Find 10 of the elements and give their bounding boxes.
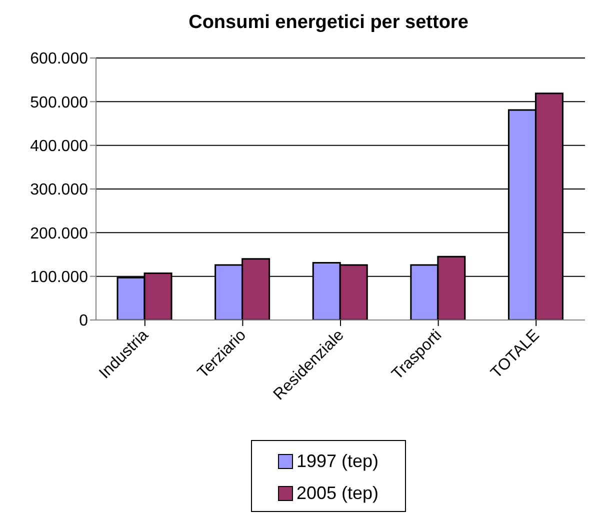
chart-title: Consumi energetici per settore [188,12,470,35]
y-tick-label: 600.000 [30,50,88,68]
y-tick-label: 200.000 [30,225,88,242]
y-tick-label: 500.000 [30,94,88,112]
y-tick-label: 0 [79,312,88,330]
legend-label: 2005 (tep) [296,482,379,504]
y-tick-label: 100.000 [30,269,88,286]
legend-label: 1997 (tep) [296,450,379,472]
y-tick-label: 400.000 [30,138,88,156]
y-tick-label: 300.000 [30,182,88,199]
